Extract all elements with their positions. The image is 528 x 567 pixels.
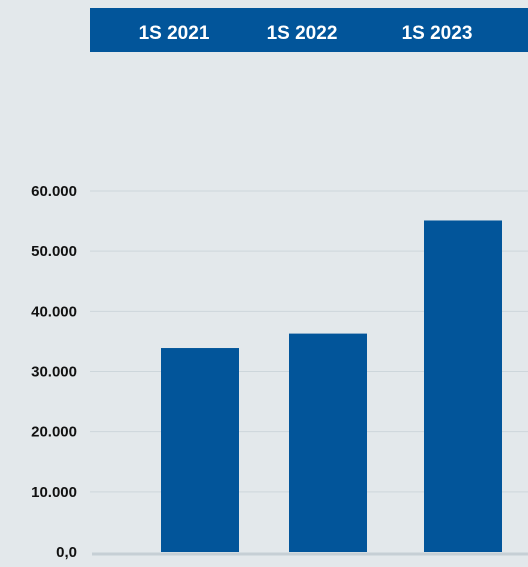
bars — [161, 220, 502, 552]
y-tick-label: 20.000 — [31, 424, 77, 441]
y-tick-label: 10.000 — [31, 484, 77, 501]
y-tick-label: 40.000 — [31, 303, 77, 320]
category-label: 1S 2021 — [139, 23, 210, 44]
bar — [424, 220, 502, 552]
y-tick-label: 30.000 — [31, 364, 77, 381]
bar — [289, 333, 367, 552]
category-header-band — [90, 8, 528, 52]
category-label: 1S 2023 — [402, 23, 473, 44]
y-tick-label: 50.000 — [31, 243, 77, 260]
category-labels: 1S 2021 1S 2022 1S 2023 — [139, 23, 473, 44]
y-tick-label: 60.000 — [31, 183, 77, 200]
y-tick-label: 0,0 — [56, 544, 77, 561]
y-axis-tick-labels: 0,0 10.000 20.000 30.000 40.000 50.000 60.000 — [31, 183, 77, 561]
bar — [161, 348, 239, 552]
category-label: 1S 2022 — [267, 23, 338, 44]
